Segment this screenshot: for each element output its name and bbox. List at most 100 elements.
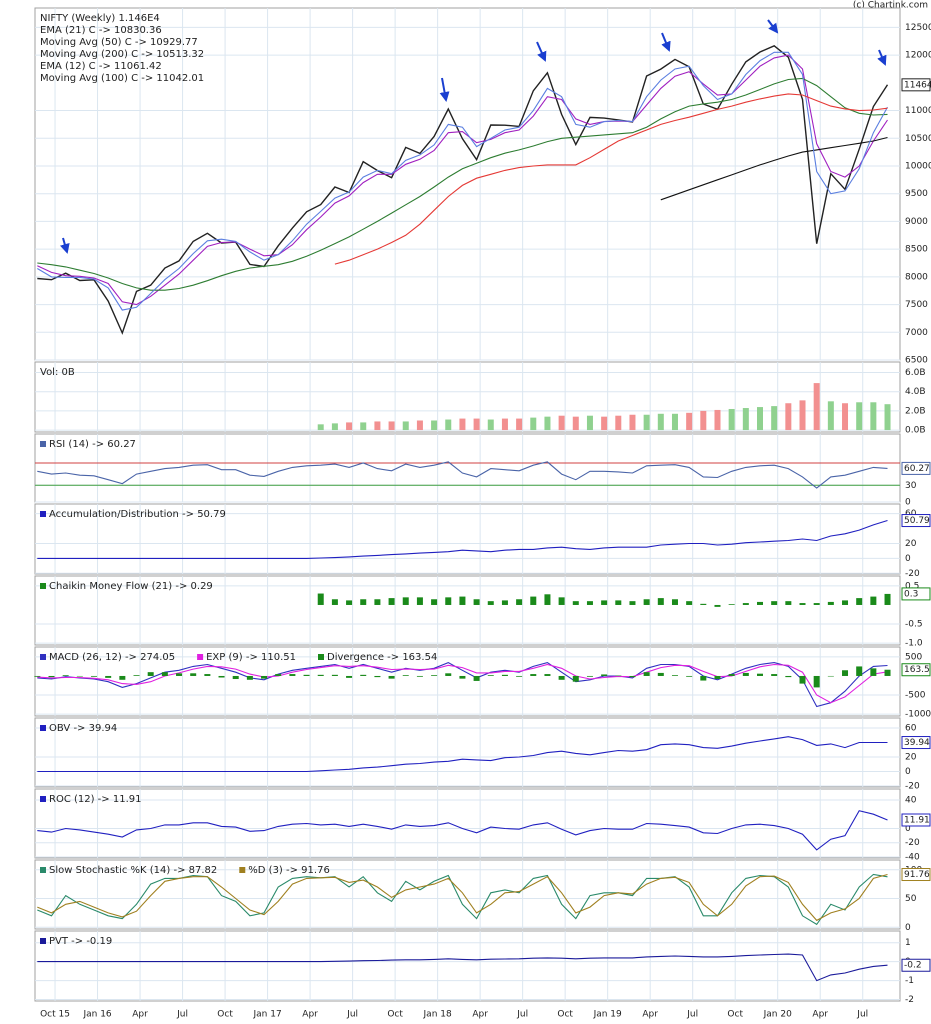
series-line xyxy=(37,873,888,922)
legend-label: EMA (12) C -> 11061.42 xyxy=(40,61,162,72)
bar xyxy=(416,597,423,605)
bar xyxy=(785,675,792,678)
panel-frame xyxy=(34,717,901,788)
y-tick-label: 0.5 xyxy=(905,581,919,591)
legend-marker xyxy=(40,867,46,873)
legend-label: Moving Avg (50) C -> 10929.77 xyxy=(40,37,198,48)
bar xyxy=(346,600,353,605)
y-tick-label: 0 xyxy=(905,554,911,564)
x-tick-label: Jan 16 xyxy=(82,1010,111,1020)
panel-frame xyxy=(34,503,901,575)
bar xyxy=(686,412,693,431)
bar xyxy=(459,596,466,605)
bar xyxy=(771,674,778,676)
y-tick-label: 9000 xyxy=(905,217,928,227)
bar xyxy=(516,675,523,677)
x-tick-label: Jan 20 xyxy=(763,1010,792,1020)
last-value-label: -0.2 xyxy=(904,961,922,971)
bar xyxy=(76,675,83,677)
bar xyxy=(586,675,593,677)
bar xyxy=(657,598,664,605)
series-line xyxy=(37,519,888,559)
bar xyxy=(487,675,494,676)
bar xyxy=(700,410,707,431)
bar xyxy=(615,675,622,677)
y-tick-label: 7000 xyxy=(905,328,928,338)
bar xyxy=(601,416,608,431)
y-tick-label: 10500 xyxy=(905,134,931,144)
last-value-label: 60.27 xyxy=(904,464,930,474)
arrow xyxy=(59,237,70,254)
y-tick-label: 9500 xyxy=(905,189,928,199)
bar xyxy=(530,417,537,431)
x-tick-label: Jan 18 xyxy=(423,1010,452,1020)
bar xyxy=(629,675,636,678)
panel-frame xyxy=(34,433,901,503)
bar xyxy=(700,603,707,605)
bar xyxy=(431,599,438,605)
bar xyxy=(714,409,721,431)
legend-label: MACD (26, 12) -> 274.05 xyxy=(49,652,175,663)
last-value-box xyxy=(901,514,931,528)
x-tick-label: Apr xyxy=(132,1010,148,1020)
legend-marker xyxy=(40,725,46,731)
x-tick-label: Jan 19 xyxy=(593,1010,622,1020)
last-value-label: 91.76 xyxy=(904,870,930,880)
bar xyxy=(643,414,650,431)
series-line xyxy=(37,953,888,982)
bar xyxy=(317,674,324,676)
y-tick-label: 0 xyxy=(905,498,911,508)
last-value-label: 11464 xyxy=(904,80,931,90)
bar xyxy=(346,422,353,431)
x-tick-label: Jan 17 xyxy=(252,1010,281,1020)
bar xyxy=(218,675,225,678)
bar xyxy=(572,601,579,605)
legend-label: Moving Avg (200) C -> 10513.32 xyxy=(40,49,204,60)
y-tick-label: 50 xyxy=(905,894,917,904)
x-tick-label: Oct xyxy=(557,1010,573,1020)
y-tick-label: 40 xyxy=(905,795,917,805)
x-tick-label: Oct 15 xyxy=(40,1010,70,1020)
legend-label: NIFTY (Weekly) 1.146E4 xyxy=(40,13,160,24)
y-tick-label: 0 xyxy=(905,923,911,933)
bar xyxy=(742,672,749,676)
bar xyxy=(686,675,693,677)
legend-label: RSI (14) -> 60.27 xyxy=(49,439,136,450)
panel-frame xyxy=(34,859,901,930)
last-value-label: 39.94 xyxy=(904,738,930,748)
bar xyxy=(459,675,466,679)
x-tick-label: Apr xyxy=(642,1010,658,1020)
bar xyxy=(728,674,735,676)
bar xyxy=(544,594,551,605)
bar xyxy=(657,672,664,676)
bar xyxy=(799,400,806,431)
x-tick-label: Jul xyxy=(856,1010,868,1020)
last-value-box xyxy=(901,587,931,601)
bar xyxy=(813,383,820,431)
bar xyxy=(558,597,565,605)
bar xyxy=(445,597,452,605)
bar xyxy=(473,418,480,431)
bar xyxy=(856,598,863,605)
bar xyxy=(530,674,537,676)
bar xyxy=(856,666,863,676)
bar xyxy=(572,416,579,431)
y-tick-label: -20 xyxy=(905,838,920,848)
legend-label: %D (3) -> 91.76 xyxy=(248,865,330,876)
y-tick-label: 1 xyxy=(905,938,911,948)
legend-label: Moving Avg (100) C -> 11042.01 xyxy=(40,73,204,84)
legend-marker xyxy=(40,583,46,589)
y-tick-label: -500 xyxy=(905,691,926,701)
bar xyxy=(572,675,579,682)
bar xyxy=(714,675,721,680)
bar xyxy=(870,668,877,676)
bar xyxy=(870,596,877,605)
bar xyxy=(785,403,792,431)
bar xyxy=(629,414,636,431)
bar xyxy=(459,418,466,431)
y-tick-label: -0.5 xyxy=(905,620,923,630)
series-line xyxy=(660,136,888,201)
bar xyxy=(331,599,338,605)
panel-frame xyxy=(34,930,901,1002)
bar xyxy=(105,675,112,678)
